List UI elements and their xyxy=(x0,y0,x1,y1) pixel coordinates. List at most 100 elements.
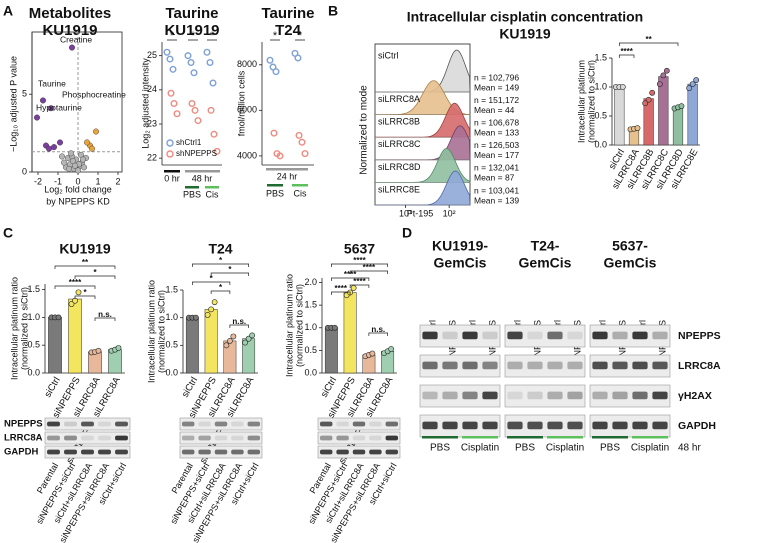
annotation: Phosphocreatine xyxy=(62,89,126,99)
blot-band xyxy=(442,391,458,400)
point xyxy=(645,96,652,103)
blot-band xyxy=(652,421,668,430)
significance-label: **** xyxy=(353,256,366,265)
blot-background xyxy=(419,414,501,438)
mean-label: Mean = 44 xyxy=(474,105,515,115)
chart-title: KU1919 xyxy=(59,241,111,257)
chart-title: Taurine xyxy=(165,5,218,22)
legend-label: shNPEPPS xyxy=(176,149,217,158)
point xyxy=(226,338,233,344)
panel-label: C xyxy=(3,225,13,241)
blot-band xyxy=(462,331,478,340)
chart-title: Intracellular cisplatin concentration xyxy=(407,9,644,25)
blot-title: GemCis xyxy=(519,255,572,271)
n-label: n = 103,041 xyxy=(474,185,519,195)
point xyxy=(270,129,278,137)
chart-subtitle: KU1919 xyxy=(164,22,219,39)
blot-background xyxy=(179,431,263,445)
chart-title: Taurine xyxy=(261,5,314,22)
blot-band xyxy=(385,421,399,427)
blot-band xyxy=(567,391,583,400)
point xyxy=(634,125,641,132)
blot-band xyxy=(527,421,543,430)
bar xyxy=(343,292,357,374)
point xyxy=(68,301,75,307)
point xyxy=(184,52,192,60)
blot-band xyxy=(47,435,60,441)
y-axis-label: Log₂ adjusted intensity xyxy=(140,58,150,149)
y-tick-label: 0.5 xyxy=(165,340,178,350)
blot-band xyxy=(527,331,543,340)
significance-bracket xyxy=(210,272,249,276)
blot-band xyxy=(385,435,399,441)
blot-band xyxy=(632,421,648,430)
x-tick-label: 10² xyxy=(443,208,456,218)
treatment-bar xyxy=(547,436,583,439)
time-bar xyxy=(185,170,220,173)
chart-subtitle: T24 xyxy=(275,22,302,39)
group-label: 24 hr xyxy=(277,171,298,181)
point xyxy=(369,350,376,357)
blot-band xyxy=(247,449,261,455)
blot-background xyxy=(589,354,671,378)
y-tick-label: 0.0 xyxy=(165,367,178,377)
significance-label: * xyxy=(298,30,303,42)
time-bar xyxy=(164,170,180,173)
blot-band xyxy=(81,421,94,427)
point xyxy=(301,150,309,158)
significance-label: * xyxy=(170,30,175,42)
point xyxy=(75,289,82,296)
point xyxy=(208,306,215,313)
point xyxy=(173,110,181,118)
x-axis-label: Pt-195 xyxy=(407,208,434,218)
point xyxy=(649,89,656,96)
significance-bracket xyxy=(94,317,116,321)
y-tick-label: 2.0 xyxy=(304,277,317,287)
point xyxy=(51,144,58,151)
y-tick-label: 22 xyxy=(147,153,157,163)
blot-band xyxy=(198,435,211,441)
y-tick-label: 1.0 xyxy=(27,312,40,322)
row-label: siLRRC8B xyxy=(378,117,420,127)
significance-bracket xyxy=(331,263,388,267)
treatment-label: PBS xyxy=(430,443,450,454)
x-tick-label: Cis xyxy=(294,188,307,198)
blot-band xyxy=(64,421,77,427)
point xyxy=(88,145,95,152)
y-tick-label: 1.5 xyxy=(304,300,317,310)
row-label: siLRRC8C xyxy=(378,139,421,149)
significance-label: n.s. xyxy=(98,310,112,319)
blot-band xyxy=(632,361,648,370)
treatment-bar xyxy=(205,186,219,189)
x-tick-label: -2 xyxy=(34,176,42,186)
treatment-label: PBS xyxy=(515,443,535,454)
point xyxy=(213,147,221,155)
blot-background xyxy=(419,384,501,408)
y-tick-label: 23 xyxy=(147,118,157,128)
blot-band xyxy=(247,421,261,427)
blot-band xyxy=(462,421,478,430)
bar xyxy=(687,83,698,146)
significance-label: * xyxy=(219,256,223,265)
treatment-bar xyxy=(632,436,668,439)
blot-band xyxy=(632,391,648,400)
blot-band xyxy=(442,331,458,340)
y-tick-label: 1.5 xyxy=(594,52,607,62)
significance-label: **** xyxy=(344,270,357,279)
significance-label: * xyxy=(191,30,196,42)
mean-label: Mean = 133 xyxy=(474,127,519,137)
point xyxy=(57,139,64,146)
blot-band xyxy=(462,361,478,370)
blot-band xyxy=(115,449,128,455)
blot-band xyxy=(385,449,399,455)
blot-band xyxy=(422,391,438,400)
y-tick-label: 6000 xyxy=(237,105,257,115)
blot-band xyxy=(652,391,668,400)
y-tick-label: 0.0 xyxy=(594,139,607,149)
point xyxy=(46,145,53,152)
significance-label: * xyxy=(273,30,278,42)
point xyxy=(663,67,670,74)
significance-bracket xyxy=(210,290,231,294)
blot-band xyxy=(482,361,498,370)
row-label: siLRRC8E xyxy=(378,184,420,194)
